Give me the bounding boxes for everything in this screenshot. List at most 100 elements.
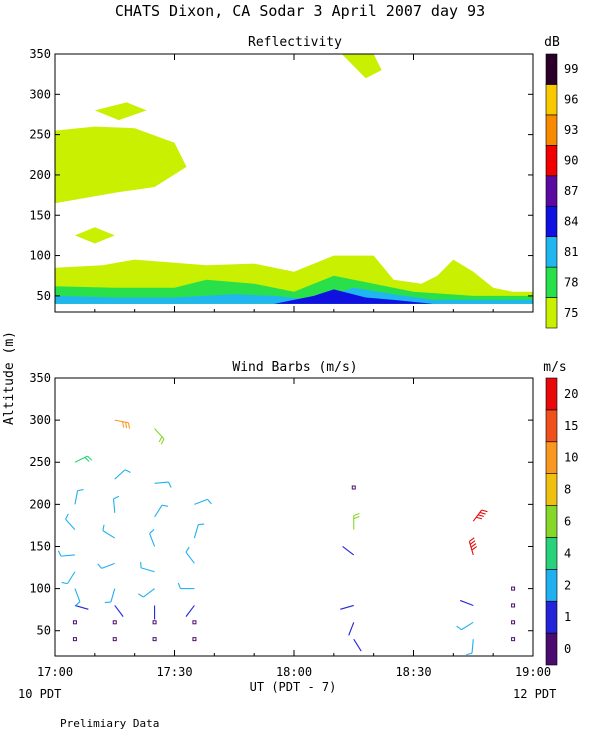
wind-barb [65, 513, 76, 531]
wind-barb-calm [511, 603, 516, 608]
wind-barb [149, 529, 156, 547]
wind-barb-staff [102, 530, 116, 539]
wind-colorbar-swatch-3 [545, 537, 558, 570]
wind-barb [74, 455, 93, 463]
wind-barb-flag [479, 511, 486, 515]
wind-barb-flag [65, 513, 69, 520]
reflectivity-colorbar-label: 99 [564, 62, 578, 76]
wind-barb-staff [461, 621, 474, 631]
footer-note: Prelimiary Data [60, 717, 159, 730]
wind-barb [154, 481, 172, 488]
wind-barb [154, 504, 168, 518]
wind-barb-calm [351, 485, 356, 490]
wind-colorbar-label: m/s [543, 360, 566, 375]
wind-x-tick-label: 18:30 [395, 665, 431, 679]
reflectivity-contours [55, 54, 533, 304]
wind-barb-staff [140, 567, 155, 573]
wind-barb-flag [456, 625, 462, 631]
wind-barb-flag [466, 652, 473, 656]
wind-colorbar-swatch-5 [545, 473, 558, 506]
wind-barb-flag [149, 529, 155, 534]
wind-barb [185, 605, 195, 617]
wind-barb-flag [469, 537, 475, 542]
wind-barb-staff [74, 455, 88, 463]
wind-barb-staff [154, 504, 163, 518]
wind-y-tick-label: 50 [37, 624, 51, 638]
wind-barb [114, 419, 131, 429]
wind-barb [61, 571, 76, 585]
wind-barb-staff [114, 419, 129, 424]
reflectivity-y-tick-label: 350 [29, 47, 51, 61]
wind-barb-flag [77, 489, 84, 492]
wind-barb-staff [471, 639, 474, 654]
wind-barb-staff [353, 638, 362, 652]
wind-barb [97, 562, 115, 569]
wind-barb [104, 588, 116, 604]
wind-barb-staff [154, 481, 169, 484]
reflectivity-colorbar-label: 90 [564, 154, 578, 168]
wind-y-tick-label: 150 [29, 539, 51, 553]
wind-barb-staff [149, 533, 156, 547]
wind-barb-flag [84, 457, 90, 462]
wind-colorbar-swatch-6 [545, 441, 558, 474]
y-axis-label: Altitude (m) [2, 331, 17, 425]
reflectivity-title: Reflectivity [248, 35, 342, 50]
reflectivity-colorbar-label: 75 [564, 306, 578, 320]
wind-barb [74, 588, 81, 607]
wind-barb-flag [124, 469, 131, 473]
wind-barb-flag [207, 498, 212, 505]
wind-barb-staff [112, 498, 116, 513]
wind-colorbar-label: 0 [564, 642, 571, 656]
wind-barb-flag [75, 601, 81, 607]
reflectivity-contour-1 [55, 275, 533, 304]
wind-barb-staff [348, 622, 355, 636]
wind-barb-flag [185, 546, 190, 553]
reflectivity-colorbar-label: dB [544, 35, 560, 50]
wind-barb [74, 489, 84, 505]
wind-barb-staff [193, 524, 199, 539]
wind-barb-staff [342, 546, 355, 556]
wind-barb-staff [101, 562, 115, 569]
reflectivity-colorbar-swatch-6 [545, 114, 558, 146]
wind-barb-staff [340, 604, 354, 610]
wind-barb-staff [194, 498, 208, 505]
reflectivity-contour-2 [55, 287, 533, 304]
wind-barb-calm [511, 586, 516, 591]
wind-barb [348, 622, 355, 636]
reflectivity-contour-5 [94, 102, 147, 121]
reflectivity-colorbar-swatch-3 [545, 205, 558, 237]
wind-x-tick-label: 18:00 [276, 665, 312, 679]
wind-barb-flag [353, 512, 360, 517]
wind-colorbar-label: 2 [564, 578, 571, 592]
wind-barb [57, 550, 75, 557]
wind-barb-staff [60, 554, 75, 557]
wind-barb-flag [127, 422, 131, 429]
reflectivity-colorbar-swatch-7 [545, 84, 558, 116]
wind-barb-staff [154, 428, 165, 440]
wind-x-tick-label: 17:00 [37, 665, 73, 679]
wind-y-tick-label: 250 [29, 455, 51, 469]
reflectivity-y-tick-label: 150 [29, 208, 51, 222]
wind-barb-calm [112, 637, 117, 642]
wind-barb [353, 512, 360, 530]
wind-barb-flag [158, 436, 163, 443]
reflectivity-y-tick-label: 250 [29, 128, 51, 142]
reflectivity-y-ticks: 350 300 250 200 150 100 50 [29, 47, 533, 303]
wind-colorbar-label: 20 [564, 387, 578, 401]
reflectivity-colorbar-swatch-8 [545, 53, 558, 85]
wind-barb-calm [112, 620, 117, 625]
reflectivity-colorbar-swatch-2 [545, 236, 558, 268]
reflectivity-y-tick-label: 300 [29, 87, 51, 101]
reflectivity-contour-4 [55, 126, 187, 204]
wind-barb-flag [471, 546, 478, 551]
wind-barb [459, 599, 474, 606]
wind-barb-staff [185, 551, 195, 564]
wind-barb-flag [481, 509, 488, 513]
wind-barbs-plot-frame [54, 377, 534, 657]
wind-colorbar-swatch-8 [545, 377, 558, 411]
reflectivity-contour-7 [74, 227, 115, 244]
wind-barb [102, 524, 116, 539]
wind-barb-staff [468, 541, 474, 556]
wind-barb-staff [114, 469, 126, 480]
